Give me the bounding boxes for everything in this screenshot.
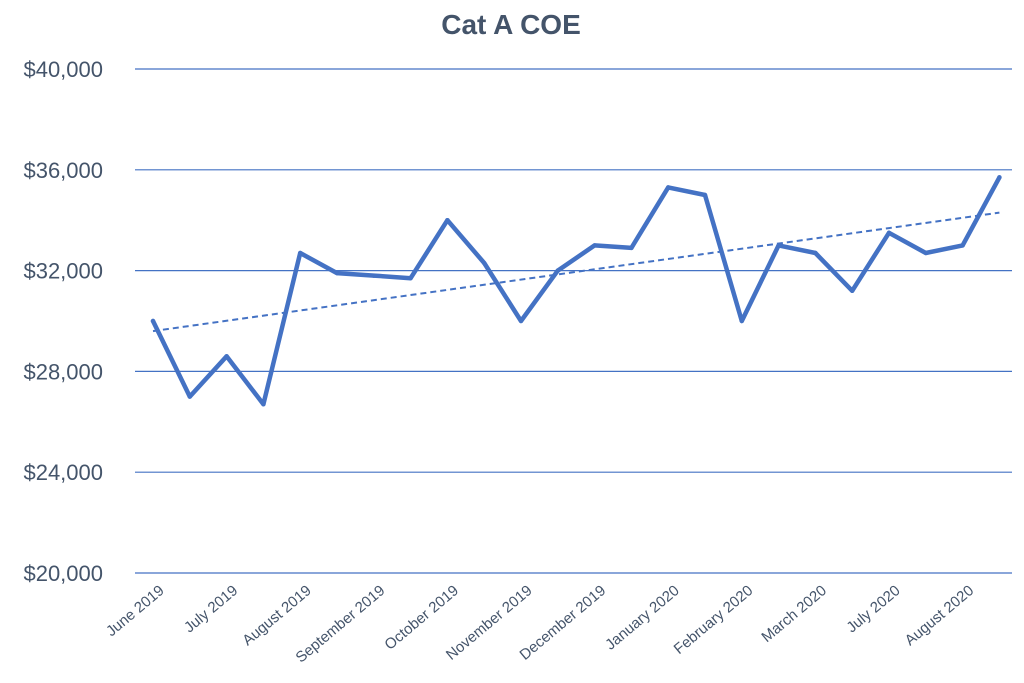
data-point bbox=[960, 243, 965, 248]
data-point bbox=[850, 288, 855, 293]
data-point bbox=[923, 250, 928, 256]
x-tick-label: August 2019 bbox=[239, 582, 314, 649]
data-point bbox=[482, 260, 487, 266]
data-point bbox=[776, 243, 781, 248]
data-point bbox=[334, 270, 340, 276]
data-point bbox=[445, 218, 450, 223]
y-tick-label: $24,000 bbox=[23, 460, 103, 485]
data-point bbox=[886, 230, 892, 235]
data-point bbox=[261, 401, 266, 407]
y-tick-label: $28,000 bbox=[23, 359, 103, 384]
gridlines bbox=[135, 68, 1012, 574]
y-tick-label: $20,000 bbox=[23, 561, 103, 586]
x-tick-label: October 2019 bbox=[381, 582, 462, 653]
data-point bbox=[813, 250, 818, 256]
data-point bbox=[224, 354, 229, 359]
data-point bbox=[150, 318, 156, 324]
x-tick-label: August 2020 bbox=[902, 582, 977, 649]
data-point bbox=[739, 318, 744, 324]
data-point bbox=[629, 245, 634, 251]
data-point bbox=[997, 175, 1002, 180]
data-point bbox=[555, 268, 560, 273]
y-tick-label: $32,000 bbox=[23, 259, 103, 284]
data-point bbox=[518, 318, 524, 324]
x-tick-label: July 2020 bbox=[843, 582, 903, 636]
trendline bbox=[152, 211, 1000, 333]
data-point bbox=[408, 275, 413, 281]
data-point bbox=[187, 394, 192, 399]
x-tick-label: March 2020 bbox=[758, 582, 830, 646]
data-point bbox=[592, 243, 597, 248]
x-tick-label: July 2019 bbox=[181, 582, 241, 636]
series-line bbox=[150, 175, 1002, 407]
x-tick-label: January 2020 bbox=[602, 582, 683, 653]
data-point bbox=[702, 192, 708, 198]
y-tick-label: $36,000 bbox=[23, 158, 103, 183]
series-line-group bbox=[150, 175, 1002, 407]
y-tick-label: $40,000 bbox=[23, 57, 103, 82]
chart-title: Cat A COE bbox=[441, 9, 581, 40]
data-point bbox=[298, 250, 303, 256]
y-axis-tick-labels: $20,000 $24,000 $28,000 $32,000 $36,000 $40,0… bbox=[23, 57, 103, 586]
x-tick-label: June 2019 bbox=[103, 582, 168, 640]
x-tick-label: February 2020 bbox=[671, 582, 757, 658]
data-point bbox=[371, 273, 376, 278]
data-point bbox=[666, 185, 671, 190]
trendline-path bbox=[152, 211, 1000, 333]
